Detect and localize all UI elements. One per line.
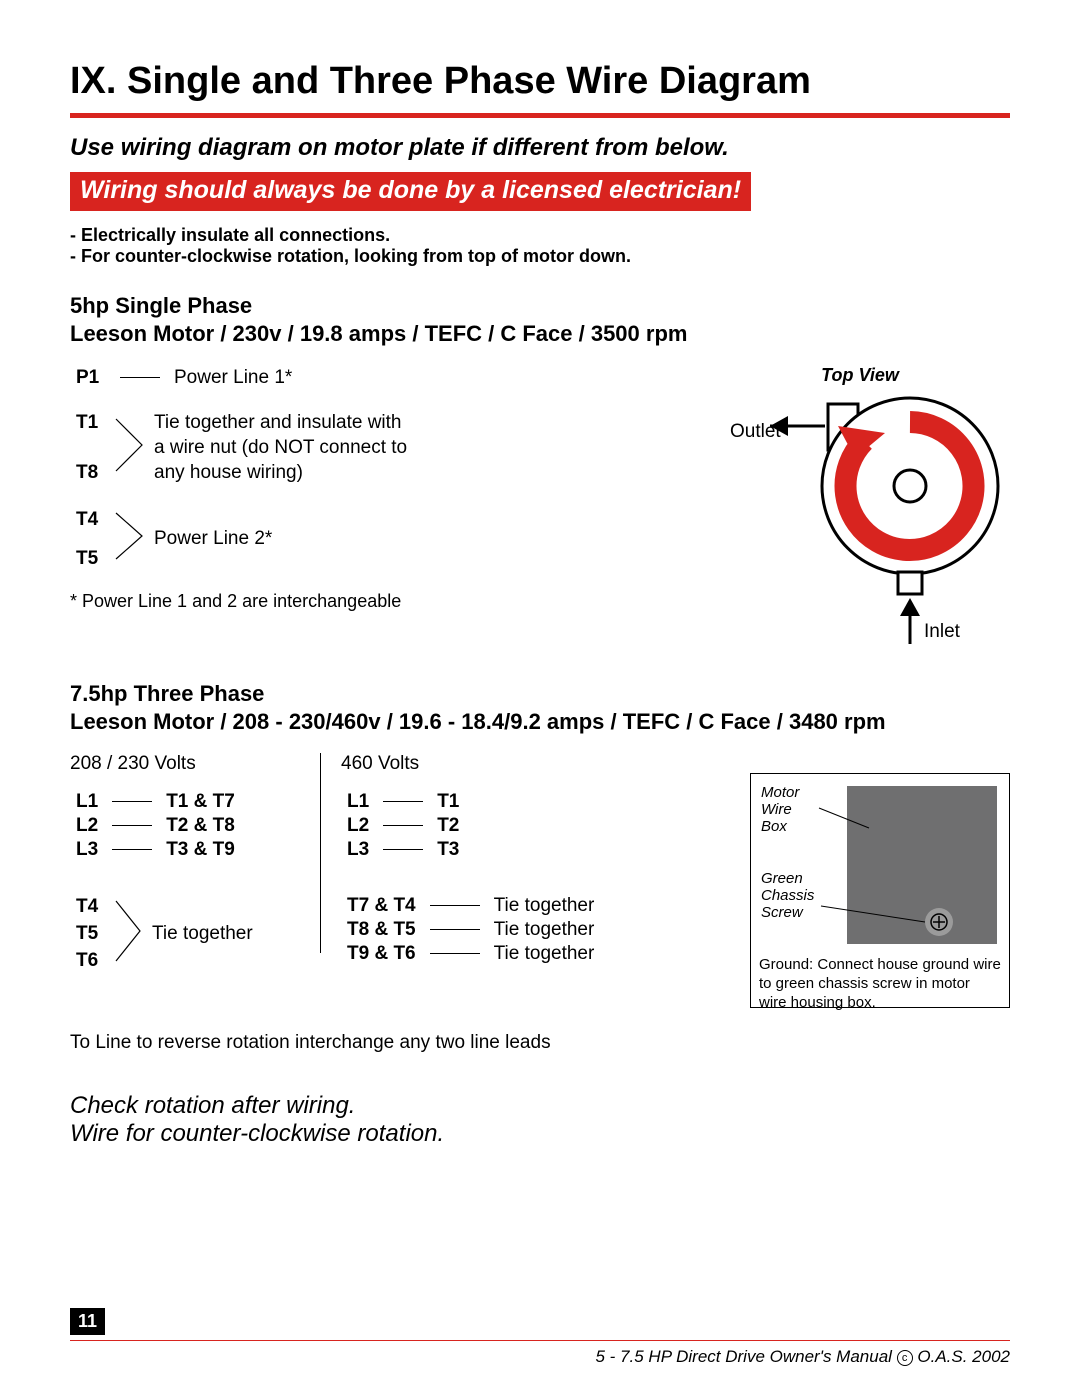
- L1: L1: [72, 791, 102, 813]
- connector-line: [112, 849, 152, 850]
- B-g2b: Tie together: [490, 919, 599, 941]
- t8-label: T8: [72, 462, 110, 485]
- colB-ties: T7 & T4Tie together T8 & T5Tie together …: [341, 893, 600, 967]
- colB-lines: L1 T1 L2 T2 L3 T3: [341, 789, 465, 863]
- A-L2: T2 & T8: [162, 815, 239, 837]
- B-g3b: Tie together: [490, 943, 599, 965]
- connector-line: [383, 801, 423, 802]
- connector-line: [112, 801, 152, 802]
- connector-line: [383, 825, 423, 826]
- footer-text-2: O.A.S. 2002: [913, 1347, 1010, 1366]
- ground-box: Motor Wire Box Green Chassis Screw Groun…: [750, 773, 1010, 1008]
- outlet-label: Outlet: [730, 421, 781, 443]
- page: IX. Single and Three Phase Wire Diagram …: [0, 0, 1080, 1397]
- bullet-1: - Electrically insulate all connections.: [70, 225, 1010, 246]
- B-g3a: T9 & T6: [343, 943, 420, 965]
- connector-line: [112, 825, 152, 826]
- connector-line: [430, 953, 480, 954]
- L2: L2: [72, 815, 102, 837]
- B-L3: T3: [433, 839, 463, 861]
- t4-label: T4: [72, 507, 110, 532]
- section-1-body: P1 Power Line 1* T1 Tie together and ins…: [70, 365, 1010, 651]
- title-underline: [70, 113, 1010, 118]
- p1-desc: Power Line 1*: [170, 367, 296, 389]
- t4-t5-row: T4 Power Line 2* T5: [70, 505, 278, 573]
- t4t5-desc: Power Line 2*: [150, 507, 276, 571]
- section-2-spec: Leeson Motor / 208 - 230/460v / 19.6 - 1…: [70, 709, 1010, 735]
- B-L1l: L1: [343, 791, 373, 813]
- footer-rule: [70, 1340, 1010, 1341]
- top-view-label: Top View: [710, 365, 1010, 386]
- B-L1: T1: [433, 791, 463, 813]
- bracket-icon: [112, 895, 146, 967]
- t1-t8-row: T1 Tie together and insulate with a wire…: [70, 409, 413, 487]
- mwb1: Motor: [761, 784, 799, 801]
- section-2-body: 208 / 230 Volts L1 T1 & T7 L2 T2 & T8 L3 T3…: [70, 753, 1010, 1008]
- col-208-230: 208 / 230 Volts L1 T1 & T7 L2 T2 & T8 L3 T3…: [70, 753, 320, 1008]
- ground-text: Ground: Connect house ground wire to gre…: [759, 956, 1001, 1012]
- instruction-line: Use wiring diagram on motor plate if dif…: [70, 134, 1010, 162]
- t1t8-desc-2: a wire nut (do NOT connect to: [150, 436, 411, 459]
- colB-head: 460 Volts: [341, 753, 611, 775]
- inlet-label: Inlet: [924, 621, 960, 643]
- A-T4: T4: [72, 895, 110, 920]
- B-L2l: L2: [343, 815, 373, 837]
- copyright-icon: c: [897, 1350, 913, 1366]
- B-L2: T2: [433, 815, 463, 837]
- bullet-2: - For counter-clockwise rotation, lookin…: [70, 246, 1010, 267]
- gcs1: Green: [761, 870, 814, 887]
- A-T5: T5: [72, 922, 110, 947]
- t1-label: T1: [72, 411, 110, 434]
- connector-line: [430, 929, 480, 930]
- A-L1: T1 & T7: [162, 791, 239, 813]
- connector-line: [430, 905, 480, 906]
- gcs2: Chassis: [761, 887, 814, 904]
- footnote: * Power Line 1 and 2 are interchangeable: [70, 591, 710, 612]
- t5-label: T5: [72, 546, 110, 571]
- L3: L3: [72, 839, 102, 861]
- col-460: 460 Volts L1 T1 L2 T2 L3 T3 T7 & T4 Tie toge…: [321, 753, 611, 1008]
- gcs3: Screw: [761, 904, 814, 921]
- mwb-label: Motor Wire Box: [761, 784, 799, 835]
- connector-line: [120, 377, 160, 378]
- reverse-note: To Line to reverse rotation interchange …: [70, 1032, 1010, 1054]
- mwb2: Wire: [761, 801, 799, 818]
- connector-line: [383, 849, 423, 850]
- colA-lines: L1 T1 & T7 L2 T2 & T8 L3 T3 & T9: [70, 789, 241, 863]
- p1-label: P1: [72, 367, 110, 389]
- warning-banner: Wiring should always be done by a licens…: [70, 172, 751, 211]
- three-phase-cols: 208 / 230 Volts L1 T1 & T7 L2 T2 & T8 L3 T3…: [70, 753, 750, 1008]
- colA-ties: T4 Tie together T5 T6: [70, 893, 259, 975]
- gcs-label: Green Chassis Screw: [761, 870, 814, 921]
- bracket-icon: [112, 411, 148, 479]
- p1-row: P1 Power Line 1*: [70, 365, 298, 391]
- A-tie: Tie together: [148, 895, 257, 973]
- B-g2a: T8 & T5: [343, 919, 420, 941]
- check2: Wire for counter-clockwise rotation.: [70, 1120, 1010, 1148]
- page-title: IX. Single and Three Phase Wire Diagram: [70, 60, 1010, 103]
- check-rotation: Check rotation after wiring. Wire for co…: [70, 1092, 1010, 1148]
- B-g1a: T7 & T4: [343, 895, 420, 917]
- mwb3: Box: [761, 818, 799, 835]
- section-1-spec: Leeson Motor / 230v / 19.8 amps / TEFC /…: [70, 321, 1010, 347]
- section-1-head: 5hp Single Phase: [70, 293, 1010, 319]
- t1t8-desc-3: any house wiring): [150, 462, 411, 485]
- A-T6: T6: [72, 948, 110, 973]
- bracket-icon: [112, 507, 148, 565]
- colA-head: 208 / 230 Volts: [70, 753, 320, 775]
- section-2-head: 7.5hp Three Phase: [70, 681, 1010, 707]
- page-number: 11: [70, 1308, 105, 1335]
- B-g1b: Tie together: [490, 895, 599, 917]
- check1: Check rotation after wiring.: [70, 1092, 1010, 1120]
- single-phase-wiring: P1 Power Line 1* T1 Tie together and ins…: [70, 365, 710, 630]
- footer: 5 - 7.5 HP Direct Drive Owner's Manual c…: [596, 1347, 1011, 1367]
- A-L3: T3 & T9: [162, 839, 239, 861]
- t1t8-desc-1: Tie together and insulate with: [150, 411, 411, 434]
- footer-text-1: 5 - 7.5 HP Direct Drive Owner's Manual: [596, 1347, 897, 1366]
- B-L3l: L3: [343, 839, 373, 861]
- top-view-diagram: Top View Outlet Inlet: [710, 365, 1010, 651]
